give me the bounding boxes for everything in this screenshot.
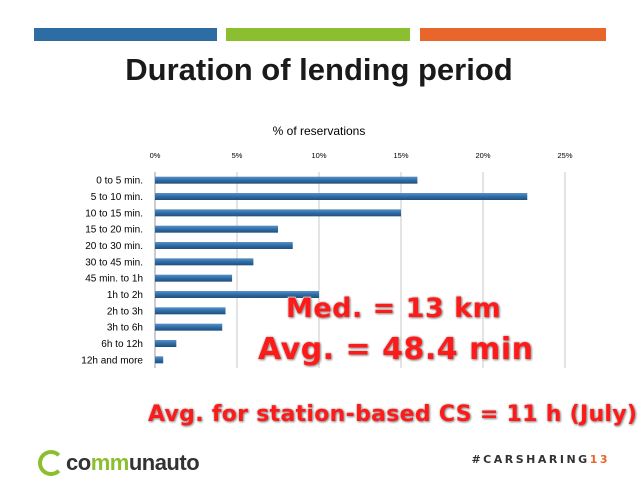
hashtag-label: #CARSHARING13 — [471, 453, 610, 466]
x-tick-label: 10% — [311, 151, 326, 160]
category-label: 10 to 15 min. — [85, 208, 143, 219]
bar — [155, 242, 293, 249]
average-overlay-text: Avg. = 48.4 min — [257, 331, 534, 367]
category-label: 5 to 10 min. — [91, 192, 143, 203]
bar — [155, 356, 164, 364]
bar — [155, 323, 223, 331]
x-tick-label: 15% — [393, 151, 408, 160]
bar — [155, 340, 177, 347]
header-stripe-orange — [420, 28, 606, 41]
x-tick-label: 5% — [232, 151, 243, 160]
category-label: 12h and more — [81, 355, 143, 366]
x-tick-label: 0% — [150, 151, 161, 160]
bar — [155, 291, 319, 298]
category-label: 0 to 5 min. — [96, 176, 143, 187]
bar-chart: 0% 5% 10% 15% 20% 25% 0 to 5 min. 5 to 10 min. 1… — [81, 151, 573, 368]
bar — [155, 193, 528, 200]
bar — [155, 274, 233, 282]
bar — [155, 225, 278, 233]
median-overlay-text: Med. = 13 km — [285, 292, 502, 324]
station-based-overlay-text: Avg. for station-based CS = 11 h (July) — [147, 401, 638, 427]
category-label: 6h to 12h — [101, 339, 143, 350]
category-label: 30 to 45 min. — [85, 257, 143, 268]
category-label: 2h to 3h — [107, 306, 143, 317]
header-stripe-green — [226, 28, 410, 41]
category-label: 20 to 30 min. — [85, 241, 143, 252]
bar — [155, 258, 254, 266]
x-tick-label: 20% — [475, 151, 490, 160]
category-label: 3h to 6h — [107, 323, 143, 334]
bar — [155, 307, 226, 315]
category-label: 45 min. to 1h — [85, 274, 143, 285]
logo-c-icon — [38, 450, 64, 476]
x-tick-label: 25% — [557, 151, 572, 160]
category-label: 15 to 20 min. — [85, 225, 143, 236]
bar — [155, 209, 401, 217]
slide-title: Duration of lending period — [125, 52, 513, 87]
header-stripe-blue — [34, 28, 217, 41]
category-label: 1h to 2h — [107, 290, 143, 301]
logo-text: communauto — [66, 450, 200, 475]
chart-title: % of reservations — [272, 124, 366, 138]
communauto-logo: communauto — [38, 448, 200, 478]
bar — [155, 176, 418, 184]
